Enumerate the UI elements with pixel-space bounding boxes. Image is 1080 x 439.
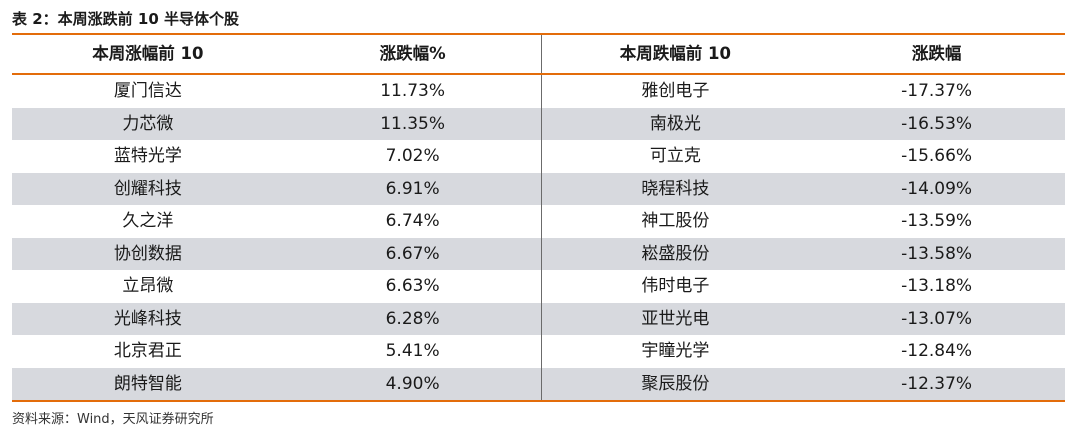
table-row: 协创数据 6.67% 崧盛股份 -13.58% — [12, 237, 1065, 270]
gain-stock-name: 朗特智能 — [113, 373, 182, 394]
table-row: 光峰科技 6.28% 亚世光电 -13.07% — [12, 302, 1065, 335]
source-note: 资料来源：Wind，天风证券研究所 — [12, 412, 214, 427]
gain-change-pct: 7.02% — [284, 140, 543, 173]
table-row: 厦门信达 11.73% 雅创电子 -17.37% — [12, 75, 1065, 108]
gain-change-pct: 6.91% — [284, 172, 543, 205]
loss-stock-name: 晓程科技 — [641, 178, 710, 199]
loss-stock-name: 可立克 — [649, 146, 701, 166]
gain-stock-name: 立昂微 — [122, 276, 174, 296]
gain-stock-name: 蓝特光学 — [113, 146, 182, 166]
loss-stock-name: 崧盛股份 — [641, 243, 710, 264]
header-gainers-name: 本周涨幅前 10 — [92, 44, 204, 63]
loss-stock-name: 宇瞳光学 — [641, 341, 710, 361]
loss-stock-name: 雅创电子 — [641, 81, 710, 101]
table-row: 朗特智能 4.90% 聚辰股份 -12.37% — [12, 367, 1065, 400]
gain-change-pct: 11.35% — [284, 107, 543, 140]
table-row: 创耀科技 6.91% 晓程科技 -14.09% — [12, 172, 1065, 205]
loss-change-pct: -12.84% — [901, 341, 973, 361]
gain-change-pct: 6.67% — [284, 237, 543, 270]
loss-stock-name: 亚世光电 — [641, 308, 710, 329]
loss-change-pct: -16.53% — [901, 113, 973, 134]
loss-change-pct: -13.07% — [901, 308, 973, 329]
gain-stock-name: 光峰科技 — [113, 308, 182, 329]
loss-change-pct: -14.09% — [901, 178, 973, 199]
gain-stock-name: 协创数据 — [113, 243, 182, 264]
loss-change-pct: -13.59% — [901, 211, 973, 231]
table-body: 厦门信达 11.73% 雅创电子 -17.37% 力芯微 11.35% 南极光 -16.53%… — [12, 75, 1065, 400]
gain-stock-name: 厦门信达 — [113, 81, 182, 101]
table-row: 北京君正 5.41% 宇瞳光学 -12.84% — [12, 335, 1065, 368]
loss-stock-name: 伟时电子 — [641, 276, 710, 296]
header-losers-change: 涨跌幅 — [911, 44, 962, 63]
table-caption: 表 2：本周涨跌前 10 半导体个股 — [12, 10, 239, 28]
loss-stock-name: 聚辰股份 — [641, 373, 710, 394]
loss-change-pct: -13.18% — [901, 276, 973, 296]
gain-change-pct: 6.74% — [284, 205, 543, 238]
stock-table: 本周涨幅前 10 涨跌幅% 本周跌幅前 10 涨跌幅 厦门信达 11.73% 雅创电… — [12, 33, 1065, 402]
table-row: 力芯微 11.35% 南极光 -16.53% — [12, 107, 1065, 140]
gain-change-pct: 4.90% — [284, 367, 543, 400]
gain-change-pct: 6.63% — [284, 270, 543, 303]
gain-stock-name: 创耀科技 — [113, 178, 182, 199]
gain-stock-name: 北京君正 — [113, 341, 182, 361]
table-row: 久之洋 6.74% 神工股份 -13.59% — [12, 205, 1065, 238]
loss-change-pct: -17.37% — [901, 81, 973, 101]
gain-change-pct: 11.73% — [284, 75, 543, 108]
loss-change-pct: -12.37% — [901, 373, 973, 394]
table-header-row: 本周涨幅前 10 涨跌幅% 本周跌幅前 10 涨跌幅 — [12, 35, 1065, 75]
gain-stock-name: 力芯微 — [122, 113, 174, 134]
table-row: 蓝特光学 7.02% 可立克 -15.66% — [12, 140, 1065, 173]
loss-change-pct: -13.58% — [901, 243, 973, 264]
header-losers-name: 本周跌幅前 10 — [619, 44, 731, 63]
gain-stock-name: 久之洋 — [122, 211, 174, 231]
bottom-rule — [12, 400, 1065, 402]
loss-stock-name: 南极光 — [649, 113, 701, 134]
header-gainers-change: 涨跌幅% — [284, 35, 543, 73]
loss-stock-name: 神工股份 — [641, 211, 710, 231]
gain-change-pct: 6.28% — [284, 302, 543, 335]
table-row: 立昂微 6.63% 伟时电子 -13.18% — [12, 270, 1065, 303]
loss-change-pct: -15.66% — [901, 146, 973, 166]
gain-change-pct: 5.41% — [284, 335, 543, 368]
top-rule — [12, 33, 1065, 35]
